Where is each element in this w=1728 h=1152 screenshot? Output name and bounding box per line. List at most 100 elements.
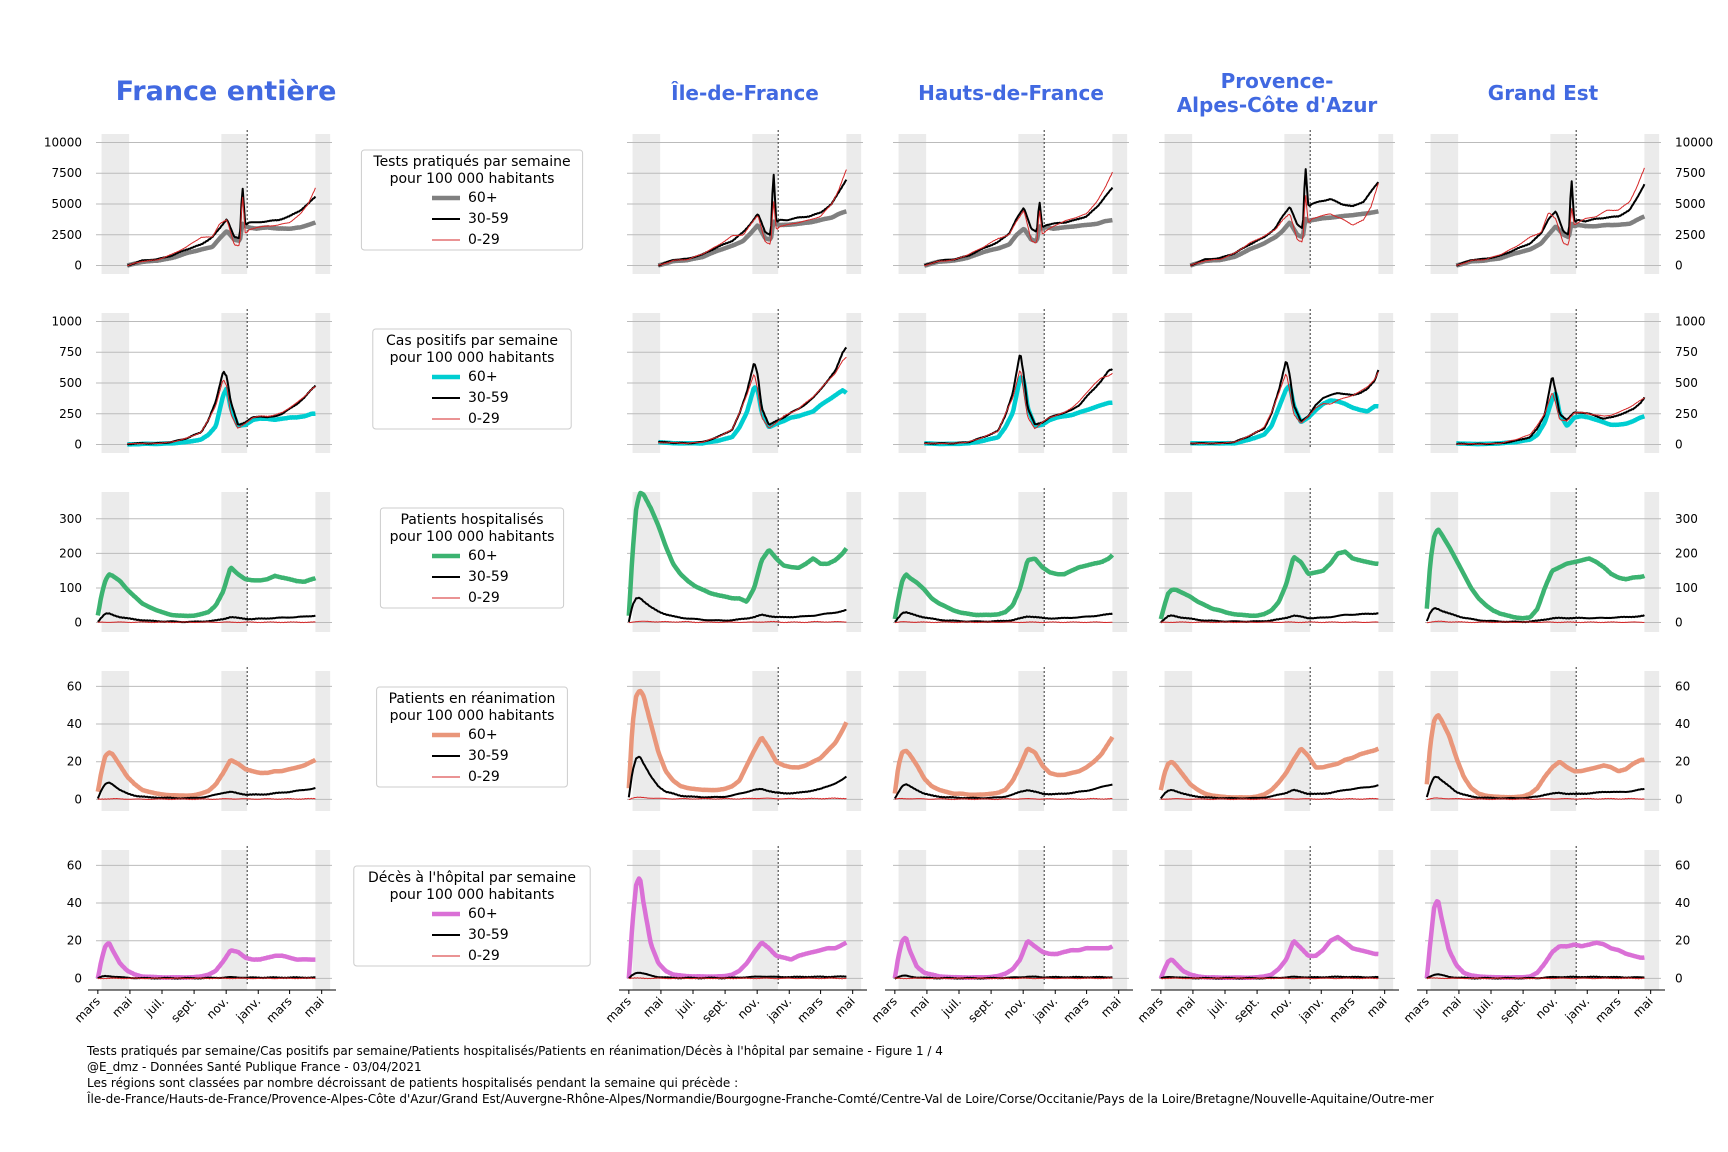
- column-title-0: France entière: [116, 76, 337, 107]
- y-tick-label: 750: [59, 345, 82, 359]
- series-line-30-59: [893, 783, 1113, 800]
- panel-r4-c1: mars mai juil. sept. nov. janv. mars mai: [603, 846, 867, 1026]
- series-line-0-29: [628, 977, 847, 980]
- y-tick-label: 2500: [51, 228, 82, 242]
- y-tick-label: 100: [59, 581, 82, 595]
- x-tick-label: janv.: [1030, 994, 1061, 1025]
- panel-r0-c3: [1159, 130, 1395, 274]
- series-line-60+: [1189, 209, 1380, 268]
- series-line-60+: [1158, 746, 1380, 800]
- panel-r0-c2: [893, 130, 1129, 274]
- panel-r2-c2: [892, 488, 1129, 632]
- series-line-0-29: [97, 621, 316, 624]
- legend-label-30-59: 30-59: [468, 748, 509, 764]
- x-tick-label: juil.: [938, 994, 964, 1020]
- series-line-30-59: [126, 370, 317, 446]
- panel-r2-c0: 0 100 200 300: [59, 488, 332, 632]
- series-line-30-59: [923, 354, 1113, 445]
- series-line-60+: [1158, 549, 1380, 620]
- y-tick-label: 60: [1675, 679, 1690, 693]
- panel-r2-c4: 0 100 200 300: [1424, 488, 1698, 632]
- legend-label-60+: 60+: [468, 369, 498, 385]
- series-line-30-59: [127, 187, 317, 267]
- x-tick-label: nov.: [735, 994, 763, 1022]
- x-tick-label: mai: [640, 994, 666, 1020]
- series-line-30-59: [1159, 784, 1379, 800]
- legend-frame: [360, 149, 584, 251]
- panel-r0-c4: 0 2500 5000 7500 10000: [1425, 130, 1713, 274]
- series-line-0-29: [1160, 977, 1379, 980]
- y-tick-label: 40: [67, 717, 82, 731]
- footer-source: @E_dmz - Données Santé Publique France -…: [87, 1060, 422, 1074]
- lockdown-band: [1018, 850, 1045, 990]
- series-line-60+: [923, 375, 1114, 447]
- lockdown-band: [1112, 850, 1128, 990]
- y-tick-label: 0: [1675, 792, 1683, 806]
- x-tick-label: mai: [832, 994, 858, 1020]
- panel-r4-c2: mars mai juil. sept. nov. janv. mars mai: [869, 846, 1133, 1026]
- x-tick-label: mars: [1135, 994, 1166, 1025]
- series-line-0-29: [894, 797, 1113, 801]
- y-tick-label: 0: [74, 438, 82, 452]
- panel-r0-c0: 0 2500 5000 7500 10000: [44, 130, 332, 274]
- series-line-0-29: [1456, 167, 1645, 266]
- lockdown-band: [1378, 492, 1394, 632]
- column-title-3: Provence-: [1221, 69, 1334, 93]
- panel-r1-c3: [1159, 309, 1395, 453]
- series-line-60+: [95, 941, 317, 980]
- y-tick-label: 2500: [1675, 228, 1706, 242]
- y-tick-label: 7500: [1675, 166, 1706, 180]
- x-tick-label: mai: [1438, 994, 1464, 1020]
- series-line-0-29: [924, 171, 1113, 267]
- series-line-0-29: [658, 356, 847, 445]
- y-tick-label: 0: [74, 259, 82, 273]
- y-tick-label: 60: [1675, 858, 1690, 872]
- series-line-60+: [126, 386, 317, 447]
- series-line-60+: [657, 209, 848, 268]
- series-line-60+: [1455, 214, 1646, 268]
- y-tick-label: 60: [67, 858, 82, 872]
- series-line-60+: [1424, 527, 1646, 621]
- panel-r3-c1: [626, 667, 863, 811]
- series-line-30-59: [1189, 361, 1380, 445]
- x-tick-label: mars: [1401, 994, 1432, 1025]
- lockdown-band: [752, 492, 779, 632]
- panel-r3-c2: [892, 667, 1129, 811]
- y-tick-label: 60: [67, 679, 82, 693]
- series-line-60+: [1424, 713, 1646, 800]
- y-tick-label: 20: [67, 934, 82, 948]
- lockdown-band: [221, 850, 248, 990]
- series-line-30-59: [1189, 168, 1380, 267]
- series-line-60+: [626, 876, 848, 979]
- series-line-0-29: [628, 796, 847, 800]
- series-line-0-29: [628, 620, 847, 624]
- series-line-60+: [626, 688, 849, 793]
- x-tick-label: juil.: [672, 994, 698, 1020]
- series-line-30-59: [627, 755, 847, 799]
- x-tick-label: nov.: [204, 994, 232, 1022]
- lockdown-band: [1284, 671, 1311, 811]
- lockdown-band: [1378, 671, 1394, 811]
- x-tick-label: nov.: [1001, 994, 1029, 1022]
- figure-footer: Tests pratiqués par semaine/Cas positifs…: [87, 1043, 1434, 1107]
- x-tick-label: juil.: [1470, 994, 1496, 1020]
- x-tick-label: mars: [1060, 994, 1091, 1025]
- footer-region-list: Île-de-France/Hauts-de-France/Provence-A…: [87, 1092, 1434, 1106]
- series-line-60+: [626, 490, 849, 616]
- column-title-2: Hauts-de-France: [918, 81, 1104, 105]
- lockdown-band: [1018, 671, 1045, 811]
- legend-label-30-59: 30-59: [468, 569, 509, 585]
- x-tick-label: sept.: [1231, 994, 1262, 1025]
- legend-frame: [379, 507, 565, 609]
- lockdown-band: [752, 850, 779, 990]
- legend-label-0-29: 0-29: [468, 232, 500, 248]
- lockdown-band: [898, 671, 927, 811]
- legend-label-0-29: 0-29: [468, 948, 500, 964]
- y-tick-label: 250: [59, 407, 82, 421]
- lockdown-band: [1112, 671, 1128, 811]
- series-line-60+: [1158, 934, 1380, 981]
